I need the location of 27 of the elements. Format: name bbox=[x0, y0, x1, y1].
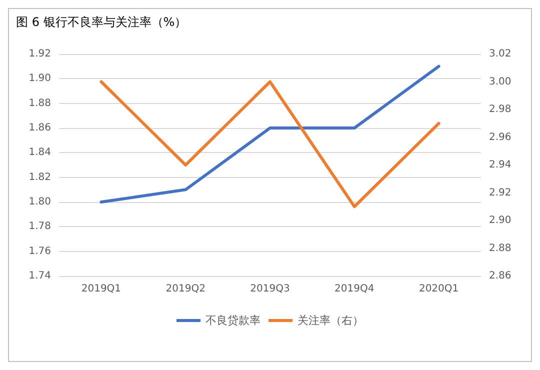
y2-tick-label: 3.02 bbox=[489, 48, 512, 60]
legend-label: 不良贷款率 bbox=[206, 314, 260, 327]
chart-title: 图 6 银行不良率与关注率（%） bbox=[16, 15, 187, 29]
y-tick-label: 1.88 bbox=[28, 98, 51, 109]
y2-tick-label: 2.90 bbox=[489, 215, 512, 226]
y2-tick-label: 2.88 bbox=[489, 242, 512, 254]
y-tick-label: 1.76 bbox=[28, 246, 51, 257]
y-tick-label: 1.84 bbox=[28, 147, 51, 158]
y2-tick-label: 2.96 bbox=[489, 132, 512, 143]
y-tick-label: 1.74 bbox=[28, 270, 51, 282]
x-tick-label: 2019Q4 bbox=[334, 284, 374, 294]
x-tick-label: 2019Q1 bbox=[81, 284, 122, 294]
y2-tick-label: 2.92 bbox=[489, 187, 512, 198]
y2-tick-label: 2.98 bbox=[489, 104, 512, 115]
y-tick-label: 1.80 bbox=[28, 196, 51, 208]
y-tick-label: 1.90 bbox=[28, 73, 51, 84]
y2-tick-label: 2.94 bbox=[489, 160, 512, 170]
y-tick-label: 1.78 bbox=[28, 221, 51, 232]
y-tick-label: 1.86 bbox=[28, 122, 51, 134]
x-tick-label: 2019Q2 bbox=[166, 284, 206, 294]
y-tick-label: 1.82 bbox=[28, 172, 51, 183]
y-tick-label: 1.92 bbox=[28, 48, 51, 60]
x-tick-label: 2020Q1 bbox=[418, 284, 459, 294]
y2-tick-label: 3.00 bbox=[489, 76, 512, 88]
x-tick-label: 2019Q3 bbox=[250, 284, 290, 294]
y2-tick-label: 2.86 bbox=[489, 270, 512, 282]
legend-label: 关注率（右） bbox=[298, 314, 364, 327]
